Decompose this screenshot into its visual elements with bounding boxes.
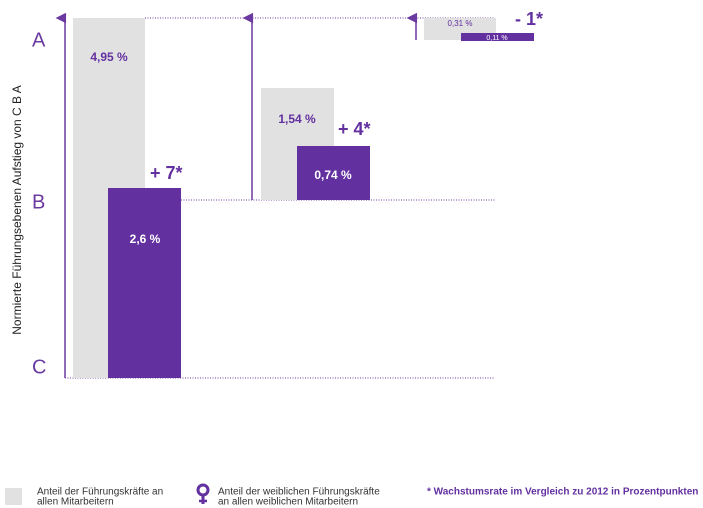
bar-women [108,188,181,378]
level-label: B [32,191,45,213]
value-label: 0,74 % [314,168,352,182]
bar-women [297,146,370,200]
value-label: 1,54 % [278,112,316,126]
footnote: * Wachstumsrate im Vergleich zu 2012 in … [427,487,698,498]
legend-text: an allen weiblichen Mitarbeitern [218,497,358,508]
growth-label: - 1* [515,9,543,29]
axis-title: Normierte Führungsebenen Aufstieg von C … [10,85,24,334]
growth-label: + 4* [338,119,371,139]
value-label: 4,95 % [90,50,128,64]
value-label: 0,11 % [486,35,507,42]
legend-text: allen Mitarbeitern [37,497,114,508]
legend-text: Anteil der Führungskräfte an [37,487,163,498]
level-label: A [32,29,46,51]
legend-text: Anteil der weiblichen Führungskräfte [218,487,380,498]
growth-label: + 7* [150,163,183,183]
value-label: 0,31 % [448,19,473,28]
bar-women [461,33,534,41]
value-label: 2,6 % [130,232,161,246]
female-icon [196,483,210,504]
legend-swatch [5,488,22,505]
level-label: C [32,356,46,378]
